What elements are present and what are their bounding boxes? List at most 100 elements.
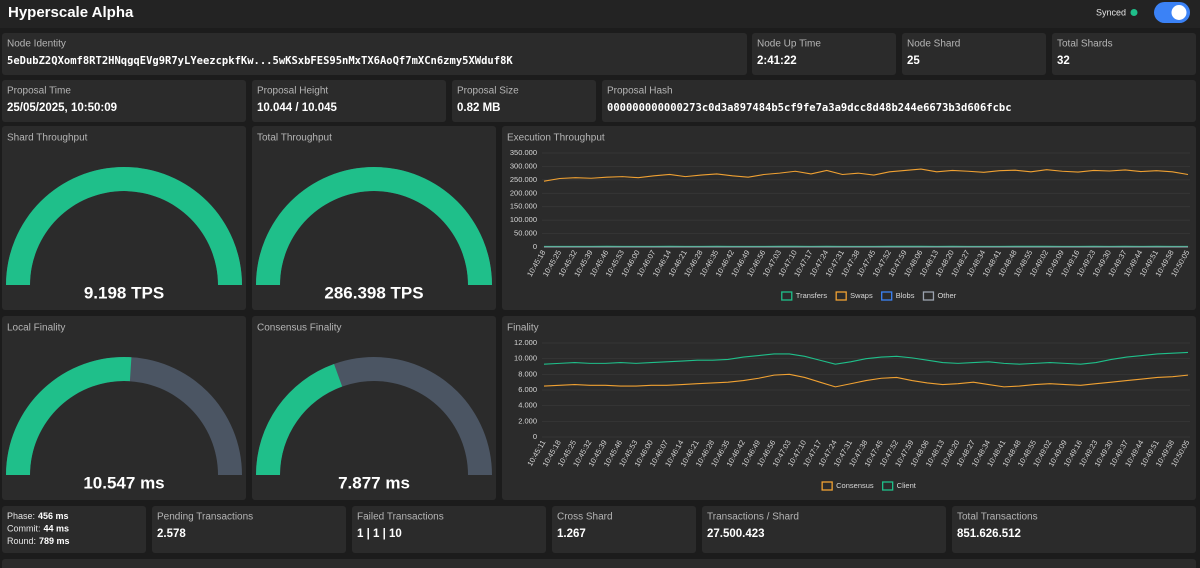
panel <box>2 559 1196 568</box>
y-tick-label: 12.000 <box>514 338 537 347</box>
gauge-fill <box>6 357 132 475</box>
info-card <box>252 80 446 122</box>
sync-status: Synced <box>1096 7 1126 17</box>
gauge-value: 7.877 ms <box>338 473 410 492</box>
legend-swatch <box>821 481 833 491</box>
phase-label: Phase: <box>7 511 35 521</box>
info-card <box>452 80 596 122</box>
card-value: 851.626.512 <box>957 528 1021 540</box>
card-label: Node Shard <box>907 39 960 50</box>
card-label: Failed Transactions <box>357 512 444 523</box>
gauge-fill <box>256 166 492 285</box>
info-card <box>902 33 1046 75</box>
card-label: Total Transactions <box>957 512 1038 523</box>
card-value: 25/05/2025, 10:50:09 <box>7 102 117 114</box>
gauge-panel <box>2 126 246 310</box>
header-bar <box>0 0 1200 28</box>
legend-swatch <box>881 291 893 301</box>
series-line <box>543 351 1189 365</box>
card-label: Total Shards <box>1057 39 1113 50</box>
info-card <box>1052 33 1196 75</box>
card-label: Node Up Time <box>757 39 821 50</box>
y-tick-label: 0 <box>533 432 537 441</box>
gauge-fill <box>6 166 242 285</box>
series-line <box>543 168 1189 182</box>
card-label: Proposal Size <box>457 86 519 97</box>
phase-card <box>2 506 146 553</box>
gauge-value: 286.398 TPS <box>324 283 423 302</box>
y-tick-label: 200.000 <box>510 188 537 197</box>
info-card <box>702 506 946 553</box>
gauge-title: Shard Throughput <box>7 133 88 144</box>
card-label: Proposal Hash <box>607 86 673 97</box>
card-value: 000000000000273c0d3a897484b5cf9fe7a3a9dc… <box>607 102 1012 114</box>
y-tick-label: 150.000 <box>510 202 537 211</box>
card-value: 1 | 1 | 10 <box>357 528 402 540</box>
legend-swatch <box>835 291 847 301</box>
gauge-fill <box>256 363 343 475</box>
sync-dot <box>1130 9 1138 16</box>
legend-label: Blobs <box>896 291 915 300</box>
series-line <box>543 373 1189 388</box>
card-value: 1.267 <box>557 528 586 540</box>
phase-value: 44 ms <box>44 524 70 534</box>
gauge-title: Consensus Finality <box>257 323 341 334</box>
info-card <box>2 33 747 75</box>
phase-line: Phase: 456 ms <box>7 511 69 521</box>
y-tick-label: 0 <box>533 242 537 251</box>
info-card <box>752 33 896 75</box>
y-tick-label: 10.000 <box>514 354 537 363</box>
legend-label: Consensus <box>836 481 874 490</box>
y-tick-label: 50.000 <box>514 229 537 238</box>
legend-label: Other <box>937 291 956 300</box>
chart-panel <box>502 126 1196 310</box>
info-card <box>552 506 696 553</box>
phase-label: Round: <box>7 536 36 546</box>
card-label: Proposal Time <box>7 86 71 97</box>
card-value: 5eDubZ2QXomf8RT2HNqgqEVg9R7yLYeezcpkfKw.… <box>7 55 513 67</box>
gauge-value: 9.198 TPS <box>84 283 164 302</box>
card-label: Transactions / Shard <box>707 512 799 523</box>
y-tick-label: 100.000 <box>510 215 537 224</box>
legend-label: Client <box>897 481 917 490</box>
phase-value: 456 ms <box>38 511 69 521</box>
card-value: 10.044 / 10.045 <box>257 102 338 114</box>
card-label: Node Identity <box>7 39 66 50</box>
y-tick-label: 250.000 <box>510 175 537 184</box>
card-label: Pending Transactions <box>157 512 253 523</box>
phase-line: Round: 789 ms <box>7 536 70 546</box>
phase-label: Commit: <box>7 524 41 534</box>
legend-label: Swaps <box>850 291 873 300</box>
y-tick-label: 350.000 <box>510 148 537 157</box>
legend: Consensus Client <box>821 481 917 491</box>
card-label: Cross Shard <box>557 512 613 523</box>
legend-swatch <box>922 291 935 301</box>
info-card <box>152 506 346 553</box>
phase-value: 789 ms <box>39 536 70 546</box>
chart-title: Finality <box>507 323 539 334</box>
card-value: 0.82 MB <box>457 102 500 114</box>
card-value: 27.500.423 <box>707 528 765 540</box>
gauge-value: 10.547 ms <box>83 473 164 492</box>
legend: Transfers Swaps Blobs Other <box>781 291 957 301</box>
y-tick-label: 2.000 <box>518 416 537 425</box>
y-tick-label: 8.000 <box>518 369 537 378</box>
gauge-title: Total Throughput <box>257 133 332 144</box>
card-value: 2:41:22 <box>757 55 797 67</box>
y-tick-label: 4.000 <box>518 401 537 410</box>
toggle-knob <box>1171 5 1187 20</box>
card-label: Proposal Height <box>257 86 328 97</box>
legend-swatch <box>781 291 793 301</box>
gauge-title: Local Finality <box>7 323 65 334</box>
card-value: 32 <box>1057 55 1070 67</box>
y-tick-label: 6.000 <box>518 385 537 394</box>
info-card <box>352 506 546 553</box>
app-title: Hyperscale Alpha <box>8 4 134 21</box>
info-card <box>602 80 1196 122</box>
chart-title: Execution Throughput <box>507 133 605 144</box>
gauge-panel <box>252 126 496 310</box>
y-tick-label: 300.000 <box>510 161 537 170</box>
phase-line: Commit: 44 ms <box>7 524 69 534</box>
info-card <box>952 506 1196 553</box>
